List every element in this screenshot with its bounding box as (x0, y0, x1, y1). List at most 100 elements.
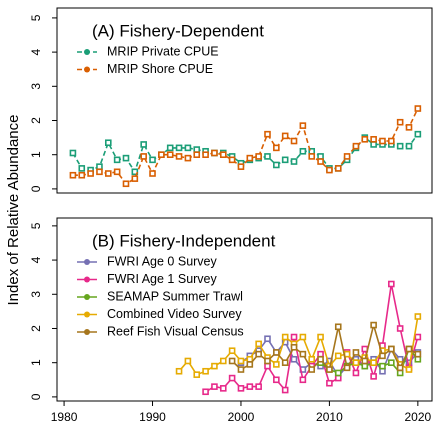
data-point (326, 166, 333, 174)
data-point (370, 136, 377, 143)
data-point (273, 144, 280, 152)
legend-label: SEAMAP Summer Trawl (107, 289, 243, 303)
legend-label: MRIP Shore CPUE (107, 62, 213, 76)
data-point (361, 136, 369, 143)
data-point (308, 153, 316, 160)
y-tick-label: 1 (29, 359, 43, 366)
data-point (334, 369, 342, 377)
data-point (78, 165, 86, 172)
data-point (405, 345, 413, 353)
plot-frame (56, 217, 433, 402)
data-point (264, 130, 271, 138)
data-point (255, 383, 262, 390)
data-point (361, 362, 369, 370)
data-point (414, 333, 422, 341)
legend-marker (84, 329, 90, 335)
series-line (231, 322, 419, 372)
data-point (388, 280, 395, 288)
data-point (149, 156, 156, 164)
data-point (281, 386, 289, 394)
data-point (396, 364, 404, 372)
data-point (299, 122, 307, 129)
data-point (352, 359, 360, 366)
data-point (113, 156, 121, 164)
data-point (78, 171, 86, 179)
data-point (370, 373, 377, 380)
data-point (202, 367, 209, 375)
data-point (414, 105, 422, 112)
data-point (228, 347, 236, 355)
data-point (281, 359, 289, 366)
data-point (211, 362, 218, 370)
data-point (184, 154, 192, 162)
data-point (379, 367, 386, 375)
x-tick-label: 2010 (316, 410, 343, 424)
data-point (87, 170, 94, 177)
legend-marker (84, 276, 90, 283)
data-point (396, 325, 404, 332)
legend-label: Reef Fish Visual Census (107, 324, 244, 338)
data-point (202, 151, 209, 159)
data-point (379, 362, 386, 370)
data-point (326, 366, 333, 373)
data-point (193, 371, 201, 378)
data-point (104, 170, 112, 177)
data-point (264, 335, 271, 343)
y-tick-label: 0 (29, 185, 43, 192)
data-point (184, 144, 192, 152)
data-point (193, 151, 201, 159)
data-point (175, 367, 183, 375)
data-point (370, 359, 377, 366)
data-point (175, 153, 183, 160)
data-point (264, 153, 271, 160)
data-point (69, 171, 77, 179)
data-point (237, 366, 245, 373)
data-point (228, 374, 236, 382)
legend-marker (84, 66, 90, 73)
data-point (361, 357, 369, 365)
data-point (69, 149, 77, 157)
data-point (273, 376, 280, 384)
data-point (299, 350, 307, 358)
data-point (317, 153, 324, 160)
data-point (246, 383, 254, 390)
x-tick-label: 1990 (139, 410, 166, 424)
data-point (317, 333, 324, 341)
data-point (317, 350, 324, 358)
legend-marker (84, 259, 90, 265)
data-point (273, 361, 280, 368)
data-point (193, 146, 201, 153)
y-tick-label: 4 (29, 256, 43, 263)
data-point (184, 357, 192, 365)
data-point (370, 141, 377, 148)
y-tick-label: 4 (29, 48, 43, 55)
data-point (211, 383, 218, 390)
data-point (379, 352, 386, 360)
data-point (273, 161, 280, 169)
data-point (308, 355, 316, 363)
data-point (219, 385, 227, 392)
data-point (334, 352, 342, 360)
data-point (396, 142, 404, 150)
data-point (388, 137, 395, 145)
data-point (219, 357, 227, 365)
data-point (202, 388, 209, 396)
data-point (352, 369, 360, 377)
data-point (343, 153, 351, 160)
data-point (414, 130, 422, 138)
data-point (308, 366, 316, 373)
x-tick-label: 2000 (228, 410, 255, 424)
data-point (414, 313, 422, 320)
data-point (299, 333, 307, 341)
y-tick-label: 2 (29, 325, 43, 332)
data-point (396, 369, 404, 377)
y-tick-label: 5 (29, 222, 43, 229)
data-point (334, 374, 342, 382)
data-point (396, 118, 404, 126)
y-tick-label: 1 (29, 151, 43, 158)
legend-marker (84, 49, 90, 55)
data-point (246, 154, 254, 162)
data-point (290, 355, 298, 363)
data-point (290, 158, 298, 165)
